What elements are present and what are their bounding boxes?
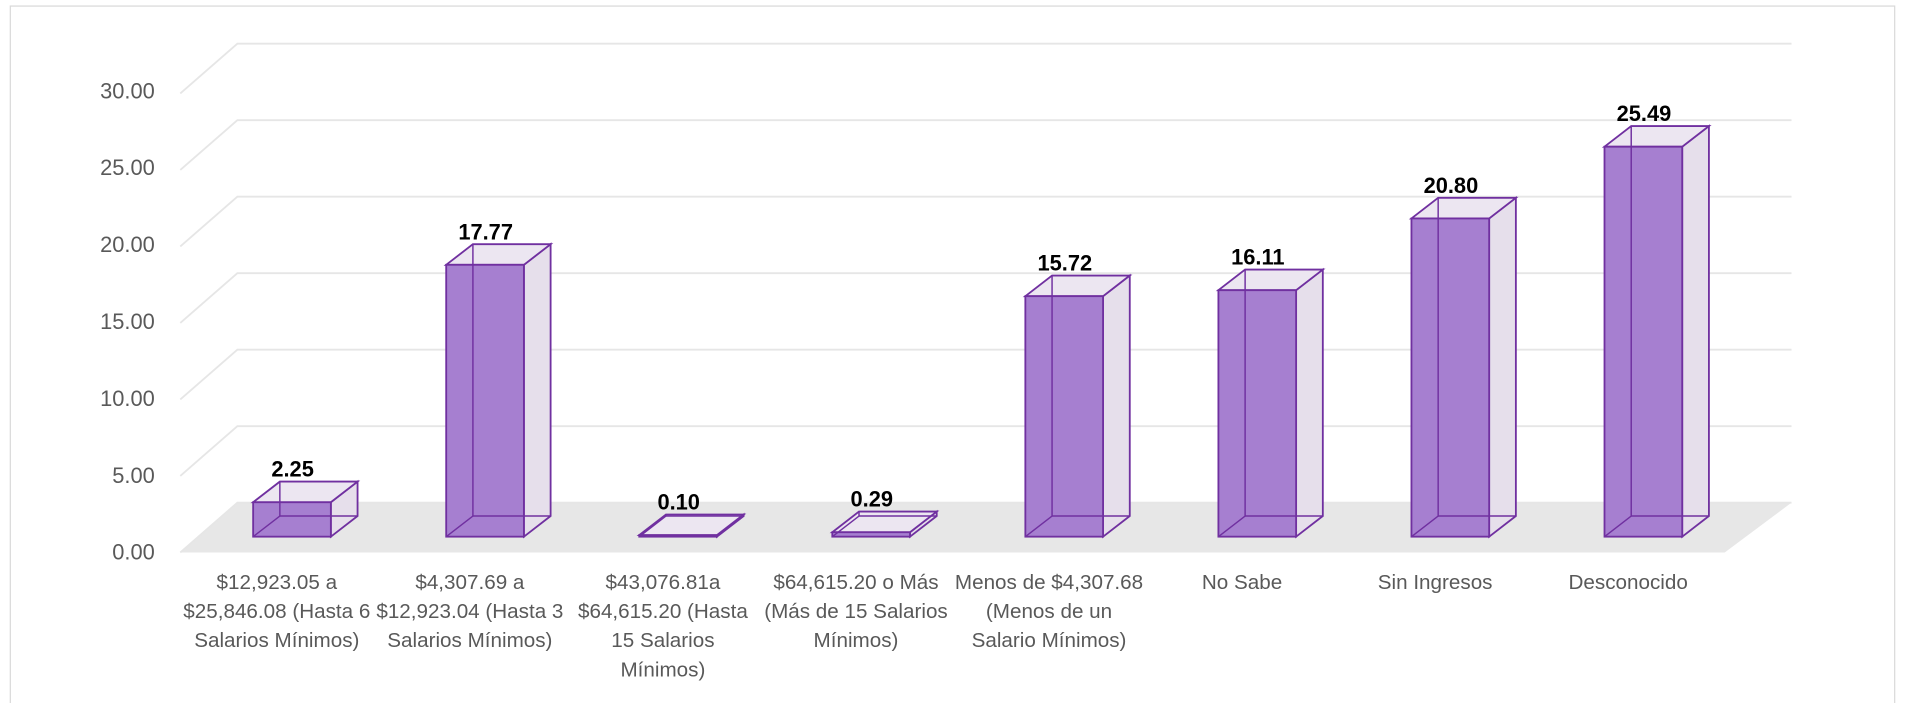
value-label: 17.77	[458, 219, 513, 244]
grid-line	[179, 119, 1792, 171]
value-label: 15.72	[1037, 251, 1092, 276]
x-tick-label-box: $12,923.05 a $25,846.08 (Hasta 6 Salario…	[183, 570, 371, 653]
x-tick-label-box: $43,076.81a $64,615.20 (Hasta 15 Salario…	[577, 570, 748, 682]
grid-line	[179, 195, 1792, 248]
x-tick-label: No Sabe	[1201, 570, 1283, 594]
y-tick-label: 0.00	[112, 540, 155, 565]
floor	[180, 502, 1792, 553]
y-tick-label: 25.00	[100, 155, 155, 180]
grid-line	[179, 42, 1792, 95]
bar	[1410, 217, 1491, 538]
x-tick-label-box: Desconocido	[1568, 570, 1688, 594]
bar-side	[522, 242, 552, 539]
x-tick-label: Sin Ingresos	[1377, 570, 1493, 594]
bar	[445, 263, 525, 538]
value-label: 2.25	[271, 457, 314, 482]
y-tick-label: 10.00	[100, 386, 155, 411]
x-tick-label-box: No Sabe	[1201, 570, 1283, 594]
bar-side	[1488, 195, 1517, 539]
x-tick-label: $4,307.69 a $12,923.04 (Hasta 3 Salarios…	[376, 570, 564, 653]
value-label: 16.11	[1231, 245, 1284, 270]
bar-side	[1295, 267, 1324, 539]
bar	[1603, 145, 1684, 538]
y-tick-label: 5.00	[112, 463, 155, 488]
x-tick-label-box: Sin Ingresos	[1377, 570, 1493, 594]
x-tick-label: Desconocido	[1568, 570, 1688, 594]
bar	[252, 501, 332, 538]
y-tick-label: 15.00	[100, 309, 155, 334]
x-tick-label-box: $64,615.20 o Más (Más de 15 Salarios Mín…	[764, 570, 948, 653]
x-tick-label: $64,615.20 o Más (Más de 15 Salarios Mín…	[764, 570, 948, 653]
value-label: 0.10	[657, 490, 700, 515]
bar-side	[1102, 273, 1131, 539]
bar	[831, 531, 911, 538]
x-tick-label-box: $4,307.69 a $12,923.04 (Hasta 3 Salarios…	[376, 570, 564, 653]
value-label: 20.80	[1424, 173, 1479, 198]
value-label: 0.29	[851, 487, 894, 512]
bar	[638, 534, 718, 538]
x-tick-label: Menos de $4,307.68 (Menos de un Salario …	[954, 570, 1144, 653]
x-tick-label-box: Menos de $4,307.68 (Menos de un Salario …	[954, 570, 1144, 653]
chart-frame	[9, 5, 1896, 703]
y-tick-label: 30.00	[100, 78, 155, 103]
y-tick-label: 20.00	[100, 232, 155, 257]
bar	[1217, 289, 1298, 538]
bar	[1024, 295, 1104, 538]
value-label: 25.49	[1617, 101, 1672, 126]
x-tick-label: $12,923.05 a $25,846.08 (Hasta 6 Salario…	[183, 570, 371, 653]
x-tick-label: $43,076.81a $64,615.20 (Hasta 15 Salario…	[577, 570, 748, 682]
bar-side	[1681, 124, 1710, 539]
